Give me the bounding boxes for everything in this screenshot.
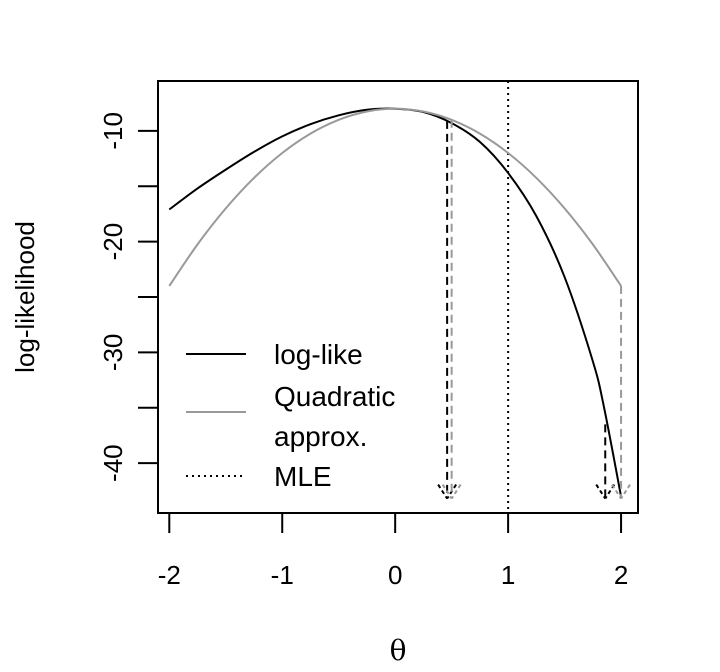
- y-tick-label-3: -40: [98, 444, 128, 482]
- x-tick-label-3: 1: [501, 560, 515, 590]
- x-tick-label-0: -2: [158, 560, 181, 590]
- arrow-head-left-0: [437, 484, 448, 500]
- series-line-1: [168, 107, 622, 287]
- arrow-head-right-3: [620, 484, 631, 500]
- y-tick-label-1: -20: [98, 223, 128, 261]
- plot-content: [168, 81, 631, 513]
- x-axis-title: θ: [390, 634, 407, 667]
- arrow-1: [441, 119, 462, 500]
- y-tick-label-0: -10: [98, 112, 128, 150]
- arrow-0: [437, 120, 457, 500]
- legend-label-1-line-1: approx.: [274, 421, 367, 452]
- arrow-head-left-3: [611, 484, 622, 500]
- legend-label-1-line-0: Quadratic: [274, 381, 395, 412]
- x-tick-label-1: -1: [271, 560, 294, 590]
- arrow-2: [595, 424, 616, 500]
- x-tick-label-2: 0: [388, 560, 402, 590]
- legend: log-like Quadratic approx. MLE: [186, 339, 395, 492]
- x-axis: -2 -1 0 1 2: [158, 512, 628, 590]
- legend-label-2: MLE: [274, 461, 332, 492]
- arrow-head-right-1: [450, 484, 462, 500]
- arrow-3: [611, 285, 631, 500]
- y-axis-title: log-likelihood: [10, 221, 40, 373]
- y-axis: -10 -20 -30 -40: [98, 112, 159, 482]
- y-tick-label-2: -30: [98, 334, 128, 372]
- x-tick-label-4: 2: [614, 560, 628, 590]
- plot-frame: [157, 80, 639, 514]
- arrow-head-left-2: [595, 484, 607, 500]
- legend-label-0: log-like: [274, 339, 363, 370]
- series-line-0: [168, 107, 623, 497]
- arrow-head-left-1: [441, 484, 453, 500]
